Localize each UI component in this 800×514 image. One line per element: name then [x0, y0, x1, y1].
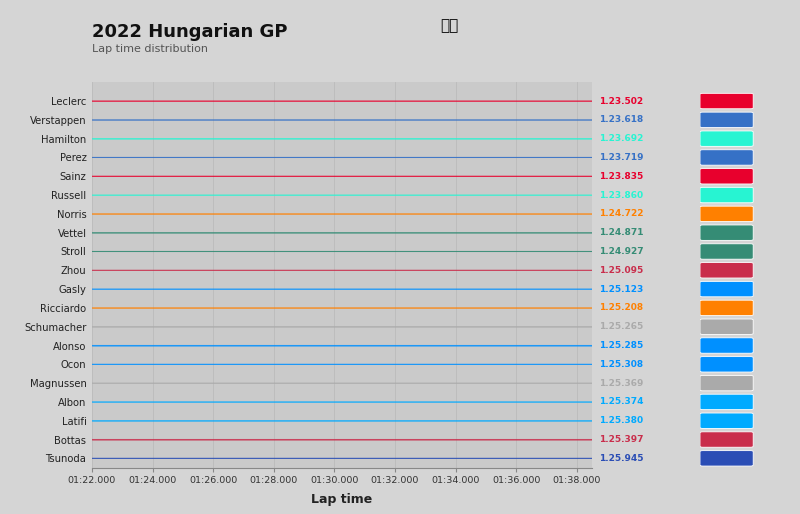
Text: 🇭🇺: 🇭🇺 — [440, 18, 458, 33]
Text: 1.23.618: 1.23.618 — [599, 115, 643, 124]
Text: 1.25.285: 1.25.285 — [599, 341, 643, 350]
Text: 1.23.692: 1.23.692 — [599, 134, 643, 143]
FancyBboxPatch shape — [700, 225, 754, 241]
Text: 1.23.502: 1.23.502 — [599, 97, 643, 105]
Text: 1.24.871: 1.24.871 — [599, 228, 643, 237]
Text: 1.25.945: 1.25.945 — [599, 454, 643, 463]
FancyBboxPatch shape — [700, 131, 754, 146]
Text: 1.25.397: 1.25.397 — [599, 435, 643, 444]
FancyBboxPatch shape — [700, 357, 754, 372]
FancyBboxPatch shape — [700, 244, 754, 259]
FancyBboxPatch shape — [700, 432, 754, 447]
Text: 1.25.095: 1.25.095 — [599, 266, 643, 275]
FancyBboxPatch shape — [700, 319, 754, 335]
Text: 1.24.927: 1.24.927 — [599, 247, 643, 256]
FancyBboxPatch shape — [700, 150, 754, 165]
FancyBboxPatch shape — [700, 94, 754, 109]
Text: 1.25.208: 1.25.208 — [599, 303, 643, 313]
Text: 1.25.374: 1.25.374 — [599, 397, 643, 407]
FancyBboxPatch shape — [700, 338, 754, 353]
Text: Lap time distribution: Lap time distribution — [92, 44, 208, 53]
FancyBboxPatch shape — [700, 375, 754, 391]
FancyBboxPatch shape — [700, 188, 754, 203]
FancyBboxPatch shape — [700, 112, 754, 127]
Text: 1.25.369: 1.25.369 — [599, 379, 643, 388]
Text: 1.25.265: 1.25.265 — [599, 322, 643, 331]
Text: 1.25.308: 1.25.308 — [599, 360, 643, 369]
FancyBboxPatch shape — [700, 413, 754, 429]
Text: 1.23.835: 1.23.835 — [599, 172, 643, 181]
FancyBboxPatch shape — [700, 451, 754, 466]
X-axis label: Lap time: Lap time — [311, 493, 373, 506]
FancyBboxPatch shape — [700, 169, 754, 184]
FancyBboxPatch shape — [700, 281, 754, 297]
Text: 2022 Hungarian GP: 2022 Hungarian GP — [92, 23, 287, 41]
Text: 1.23.860: 1.23.860 — [599, 191, 643, 199]
FancyBboxPatch shape — [700, 263, 754, 278]
Text: 1.25.380: 1.25.380 — [599, 416, 643, 425]
FancyBboxPatch shape — [700, 300, 754, 316]
FancyBboxPatch shape — [700, 206, 754, 222]
Text: 1.25.123: 1.25.123 — [599, 285, 643, 293]
Text: 1.24.722: 1.24.722 — [599, 209, 643, 218]
FancyBboxPatch shape — [700, 394, 754, 410]
Text: 1.23.719: 1.23.719 — [599, 153, 643, 162]
